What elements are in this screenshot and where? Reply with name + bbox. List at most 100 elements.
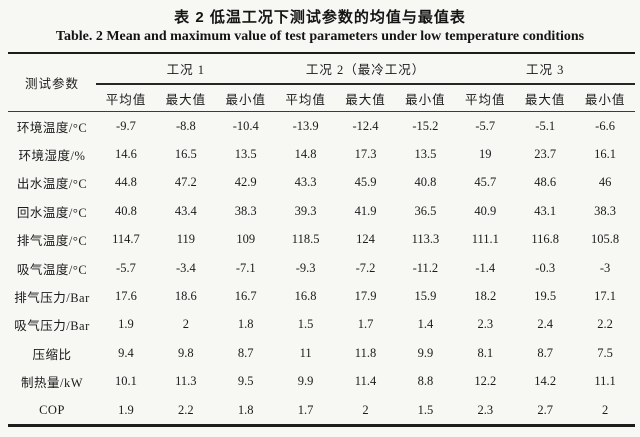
sub-header-cell: 平均值: [275, 84, 336, 112]
table-title-chinese: 表 2 低温工况下测试参数的均值与最值表: [174, 9, 466, 26]
sub-header-cell: 最大值: [335, 84, 396, 112]
value-cell: 1.7: [297, 402, 314, 417]
value-cell: -0.3: [535, 260, 556, 275]
value-cell: 39.3: [294, 203, 317, 218]
table-row: 排气压力/Bar 17.6 18.6 16.7 16.8 17.9 15.9 18.2 19.5…: [8, 282, 635, 310]
value-cell: 11: [299, 345, 312, 360]
sub-header-cell: 最大值: [515, 84, 576, 112]
row-label: 环境温度/°C: [16, 120, 88, 135]
value-cell: -7.2: [355, 260, 376, 275]
value-cell: 1.9: [118, 402, 134, 417]
value-cell: -10.4: [232, 118, 259, 133]
sub-header-cell: 最小值: [395, 84, 456, 112]
value-cell: 2.4: [537, 317, 553, 332]
value-cell: 14.8: [294, 147, 317, 162]
value-cell: 14.6: [115, 147, 137, 162]
value-cell: 11.8: [354, 345, 377, 360]
value-cell: 113.3: [411, 232, 440, 247]
value-cell: 119: [176, 232, 195, 247]
value-cell: 46: [598, 175, 612, 190]
row-label: 环境湿度/%: [18, 149, 86, 164]
table-row: 回水温度/°C 40.8 43.4 38.3 39.3 41.9 36.5 40.9 43.1 3…: [8, 197, 635, 225]
value-cell: 48.6: [534, 175, 557, 190]
row-label: 回水温度/°C: [16, 205, 88, 220]
value-cell: 17.3: [354, 147, 377, 162]
value-cell: 8.8: [417, 374, 434, 389]
group-header-row: 测试参数 工况 1 工况 2（最冷工况） 工况 3: [8, 53, 636, 112]
value-cell: 9.9: [417, 345, 434, 360]
value-cell: 2: [601, 402, 609, 417]
row-label: 排气温度/°C: [16, 234, 88, 249]
table-row: 吸气温度/°C -5.7 -3.4 -7.1 -9.3 -7.2 -11.2 -1.4 -0.3…: [8, 254, 635, 282]
value-cell: 13.5: [414, 147, 437, 162]
group-header-condition2: 工况 2（最冷工况）: [275, 53, 456, 85]
value-cell: -5.7: [116, 260, 136, 275]
value-cell: -5.7: [475, 118, 496, 133]
value-cell: -5.1: [535, 118, 556, 133]
value-cell: 1.4: [417, 317, 434, 332]
value-cell: 105.8: [591, 232, 620, 247]
value-cell: 38.3: [594, 203, 616, 218]
value-cell: 1.8: [237, 402, 254, 417]
sub-header-cell: 最小值: [575, 84, 636, 112]
value-cell: 1.5: [417, 402, 434, 417]
value-cell: 12.2: [474, 374, 497, 389]
table-row: COP 1.9 2.2 1.8 1.7 2 1.5 2.3 2.7 2: [8, 396, 635, 426]
value-cell: 2.2: [178, 402, 194, 417]
value-cell: 1.5: [297, 317, 314, 332]
value-cell: 111.1: [471, 232, 499, 247]
table-row: 环境湿度/% 14.6 16.5 13.5 14.8 17.3 13.5 19 23.7 16.1: [8, 140, 635, 168]
value-cell: -9.7: [116, 118, 136, 133]
value-cell: -3: [599, 260, 611, 275]
value-cell: 17.1: [594, 289, 616, 304]
value-cell: 118.5: [291, 232, 320, 247]
value-cell: 19.5: [534, 289, 557, 304]
group-header-condition1: 工况 1: [96, 53, 276, 85]
value-cell: 47.2: [174, 175, 197, 190]
value-cell: 2: [362, 402, 369, 417]
value-cell: 116.8: [531, 232, 560, 247]
row-label: 出水温度/°C: [16, 177, 88, 192]
value-cell: 2.2: [597, 317, 613, 332]
value-cell: 43.1: [534, 203, 557, 218]
sub-header-cell: 平均值: [455, 84, 516, 112]
value-cell: 8.1: [477, 345, 494, 360]
value-cell: -9.3: [295, 260, 316, 275]
value-cell: 9.9: [297, 374, 314, 389]
value-cell: 109: [236, 232, 256, 247]
value-cell: -8.8: [175, 118, 196, 133]
value-cell: 9.8: [178, 345, 194, 360]
value-cell: 42.9: [234, 175, 257, 190]
parameters-table: 测试参数 工况 1 工况 2（最冷工况） 工况 3 平均值 最大值 最小值 平均…: [8, 52, 636, 428]
value-cell: -15.2: [412, 118, 439, 133]
value-cell: 18.2: [474, 289, 497, 304]
value-cell: 15.9: [414, 289, 437, 304]
value-cell: 114.7: [112, 232, 140, 247]
param-header-cell: 测试参数: [8, 53, 96, 112]
table-body: 环境温度/°C -9.7 -8.8 -10.4 -13.9 -12.4 -15.2 -5.7 -…: [8, 112, 635, 426]
table-row: 出水温度/°C 44.8 47.2 42.9 43.3 45.9 40.8 45.7 48.6 4…: [8, 169, 635, 197]
value-cell: 36.5: [414, 203, 437, 218]
value-cell: 1.9: [118, 317, 134, 332]
value-cell: 1.7: [357, 317, 374, 332]
value-cell: 10.1: [115, 374, 137, 389]
value-cell: 9.4: [118, 345, 134, 360]
value-cell: 14.2: [534, 374, 557, 389]
value-cell: 9.5: [237, 374, 254, 389]
value-cell: 38.3: [234, 203, 257, 218]
value-cell: 2.3: [477, 402, 494, 417]
table-row: 排气温度/°C 114.7 119 109 118.5 124 113.3 111.1 116.…: [8, 226, 635, 254]
value-cell: 17.6: [115, 289, 137, 304]
value-cell: 13.5: [234, 147, 257, 162]
row-label: 吸气温度/°C: [16, 262, 88, 277]
value-cell: 16.8: [294, 289, 317, 304]
row-label: 吸气压力/Bar: [14, 319, 90, 334]
value-cell: 8.7: [537, 345, 553, 360]
value-cell: 40.8: [414, 175, 437, 190]
value-cell: 19: [479, 147, 492, 162]
row-label: 压缩比: [32, 347, 72, 362]
table-row: 环境温度/°C -9.7 -8.8 -10.4 -13.9 -12.4 -15.2 -5.7 -…: [8, 112, 635, 141]
value-cell: 1.8: [237, 317, 254, 332]
sub-header-cell: 最小值: [215, 84, 276, 112]
